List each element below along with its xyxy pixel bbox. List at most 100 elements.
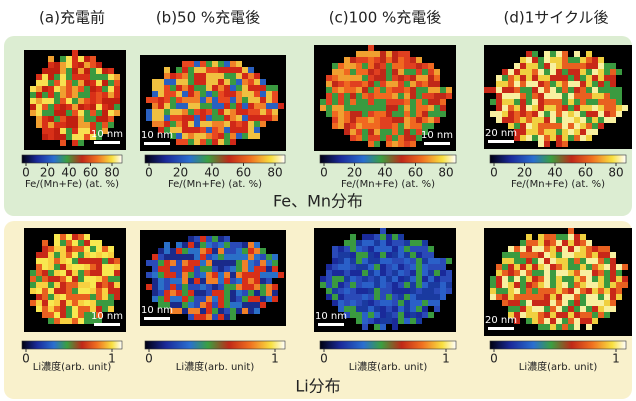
map-pixel — [544, 276, 550, 282]
map-pixel — [520, 75, 526, 81]
map-pixel — [200, 284, 206, 290]
map-pixel — [586, 81, 592, 87]
map-pixel — [350, 111, 356, 117]
map-pixel — [96, 68, 102, 74]
map-pixel — [350, 294, 356, 300]
map-pixel — [54, 306, 60, 312]
scale-bar-label: 10 nm — [91, 311, 123, 322]
map-pixel — [356, 276, 362, 282]
map-pixel — [60, 312, 66, 318]
map-pixel — [66, 116, 72, 122]
map-pixel — [242, 91, 248, 97]
map-pixel — [374, 81, 380, 87]
map-pixel — [538, 111, 544, 117]
map-pixel — [90, 288, 96, 294]
map-pixel — [574, 117, 580, 123]
map-pixel — [248, 67, 254, 73]
map-pixel — [544, 111, 550, 117]
colorbar-tick-label: 60 — [83, 166, 98, 180]
map-pixel — [230, 302, 236, 308]
map-pixel — [362, 63, 368, 69]
map-pixel — [556, 324, 562, 330]
map-pixel — [416, 312, 422, 318]
map-pixel — [398, 258, 404, 264]
map-pixel — [224, 103, 230, 109]
map-pixel — [586, 63, 592, 69]
map-pixel — [416, 282, 422, 288]
map-pixel — [404, 111, 410, 117]
map-pixel — [392, 276, 398, 282]
map-pixel — [526, 288, 532, 294]
map-pixel — [42, 312, 48, 318]
map-pixel — [404, 57, 410, 63]
map-pixel — [84, 116, 90, 122]
map-pixel — [434, 270, 440, 276]
map-pixel — [158, 79, 164, 85]
map-pixel — [96, 122, 102, 128]
map-pixel — [502, 294, 508, 300]
map-pixel — [200, 242, 206, 248]
map-pixel — [422, 300, 428, 306]
map-pixel — [434, 300, 440, 306]
map-pixel — [108, 98, 114, 104]
map-pixel — [164, 296, 170, 302]
map-pixel — [362, 93, 368, 99]
map-pixel — [604, 312, 610, 318]
map-pixel — [242, 121, 248, 127]
map-pixel — [556, 294, 562, 300]
map-pixel — [508, 93, 514, 99]
map-pixel — [496, 270, 502, 276]
map-pixel — [604, 288, 610, 294]
map-pixel — [586, 294, 592, 300]
colorbar-tick-label: 40 — [547, 166, 562, 180]
map-pixel — [212, 109, 218, 115]
map-pixel — [592, 288, 598, 294]
map-pixel — [508, 306, 514, 312]
map-pixel — [212, 103, 218, 109]
map-pixel — [532, 264, 538, 270]
map-pixel — [556, 258, 562, 264]
map-pixel — [218, 73, 224, 79]
map-pixel — [514, 270, 520, 276]
map-pixel — [544, 270, 550, 276]
map-pixel — [604, 81, 610, 87]
map-pixel — [550, 246, 556, 252]
map-pixel — [224, 91, 230, 97]
map-pixel — [200, 133, 206, 139]
map-pixel — [502, 93, 508, 99]
map-pixel — [332, 300, 338, 306]
colorbar-tick-label: 40 — [61, 166, 76, 180]
map-pixel — [568, 264, 574, 270]
map-pixel — [532, 318, 538, 324]
map-pixel — [544, 246, 550, 252]
map-pixel — [404, 135, 410, 141]
map-pixel — [622, 276, 628, 282]
map-pixel — [266, 115, 272, 121]
map-pixel — [102, 264, 108, 270]
map-pixel — [42, 110, 48, 116]
map-pixel — [248, 79, 254, 85]
map-pixel — [48, 92, 54, 98]
map-pixel — [434, 306, 440, 312]
map-pixel — [218, 85, 224, 91]
map-pixel — [356, 69, 362, 75]
map-pixel — [544, 288, 550, 294]
map-pixel — [242, 115, 248, 121]
map-pixel — [520, 129, 526, 135]
colorbar-tick-label: 80 — [267, 166, 282, 180]
map-pixel — [434, 81, 440, 87]
map-pixel — [380, 123, 386, 129]
map-pixel — [212, 308, 218, 314]
map-pixel — [114, 110, 120, 116]
map-pixel — [182, 242, 188, 248]
map-pixel — [532, 312, 538, 318]
map-pixel — [200, 266, 206, 272]
map-pixel — [380, 99, 386, 105]
map-pixel — [114, 288, 120, 294]
map-pixel — [508, 282, 514, 288]
map-pixel — [182, 139, 188, 145]
map-pixel — [266, 91, 272, 97]
map-pixel — [158, 278, 164, 284]
map-pixel — [544, 234, 550, 240]
map-pixel — [158, 91, 164, 97]
